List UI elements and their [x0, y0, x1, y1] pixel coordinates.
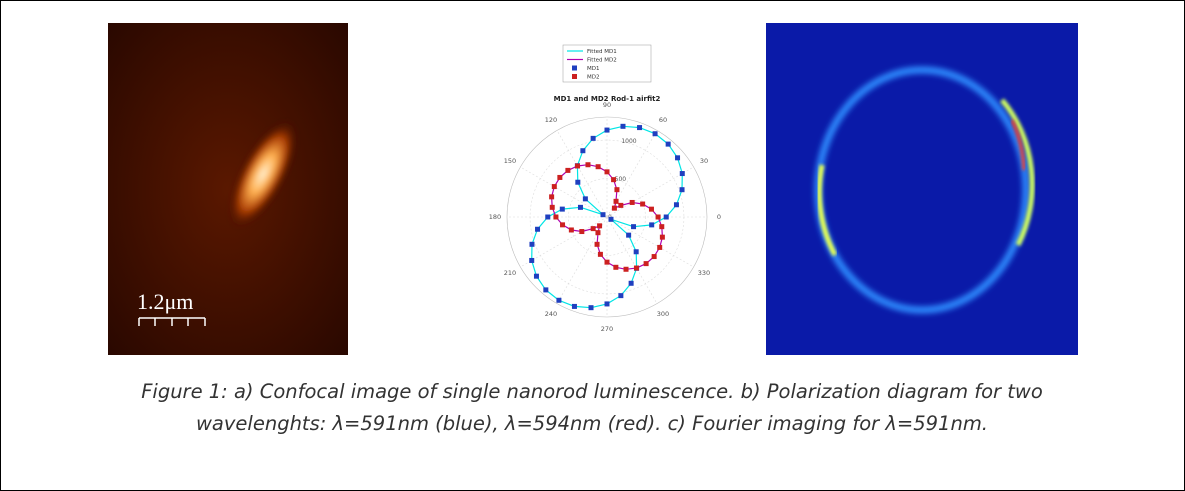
- data-point: [653, 131, 658, 136]
- scale-bar-label: 1.2μm: [137, 289, 193, 314]
- data-point: [649, 207, 654, 212]
- theta-tick-label: 300: [657, 310, 669, 318]
- data-point: [545, 215, 550, 220]
- data-point: [613, 265, 618, 270]
- data-point: [675, 155, 680, 160]
- theta-tick-label: 30: [700, 157, 708, 165]
- data-point: [652, 254, 657, 259]
- data-point: [575, 180, 580, 185]
- legend-label: Fitted MD2: [587, 58, 617, 64]
- theta-tick-label: 270: [601, 325, 613, 333]
- theta-tick-label: 60: [659, 116, 667, 124]
- legend-label: MD1: [587, 66, 599, 72]
- data-point: [529, 258, 534, 263]
- page: 1.2μm MD1 and MD2 Rod-1 airfit2 05001000…: [0, 0, 1185, 491]
- caption-line: Figure 1: a) Confocal image of single na…: [141, 380, 1043, 403]
- data-point: [624, 267, 629, 272]
- data-point: [529, 242, 534, 247]
- figure: 1.2μm MD1 and MD2 Rod-1 airfit2 05001000…: [0, 0, 1185, 491]
- theta-tick-label: 120: [545, 116, 557, 124]
- legend-label: MD2: [587, 75, 599, 81]
- data-point: [605, 260, 610, 265]
- data-point: [666, 142, 671, 147]
- data-point: [630, 200, 635, 205]
- data-point: [550, 205, 555, 210]
- data-point: [569, 227, 574, 232]
- data-point: [656, 215, 661, 220]
- data-point: [556, 298, 561, 303]
- data-point: [660, 235, 665, 240]
- theta-tick-label: 210: [504, 269, 516, 277]
- theta-tick-label: 180: [489, 213, 501, 221]
- data-point: [605, 169, 610, 174]
- data-point: [601, 212, 606, 217]
- panel-a: 1.2μm: [108, 23, 348, 355]
- caption-line: wavelenghts: λ=591nm (blue), λ=594nm (re…: [196, 412, 988, 435]
- data-point: [560, 207, 565, 212]
- polar-chart: MD1 and MD2 Rod-1 airfit2 05001000030609…: [489, 45, 721, 333]
- data-point: [612, 206, 617, 211]
- data-point: [614, 199, 619, 204]
- data-point: [649, 222, 654, 227]
- data-point: [664, 215, 669, 220]
- data-point: [557, 175, 562, 180]
- theta-tick-label: 0: [717, 213, 721, 221]
- data-point: [657, 245, 662, 250]
- data-point: [634, 266, 639, 271]
- data-point: [595, 242, 600, 247]
- data-point: [585, 162, 590, 167]
- data-point: [565, 168, 570, 173]
- data-point: [640, 202, 645, 207]
- r-tick-label: 1000: [621, 138, 636, 145]
- data-point: [591, 226, 596, 231]
- legend-label: Fitted MD1: [587, 49, 617, 55]
- data-point: [553, 215, 558, 220]
- data-point: [583, 196, 588, 201]
- r-tick-label: 500: [615, 176, 627, 183]
- data-point: [579, 229, 584, 234]
- data-point: [634, 249, 639, 254]
- theta-tick-label: 240: [545, 310, 557, 318]
- data-point: [680, 187, 685, 192]
- panel-c: [766, 23, 1078, 355]
- theta-tick-label: 150: [504, 157, 516, 165]
- legend-swatch: [572, 66, 577, 71]
- data-point: [629, 281, 634, 286]
- data-point: [605, 301, 610, 306]
- data-point: [674, 202, 679, 207]
- data-point: [534, 274, 539, 279]
- theta-tick-label: 90: [603, 101, 611, 109]
- data-point: [620, 124, 625, 129]
- data-point: [598, 252, 603, 257]
- data-point: [618, 203, 623, 208]
- data-point: [637, 125, 642, 130]
- data-point: [626, 233, 631, 238]
- data-point: [659, 224, 664, 229]
- data-point: [543, 287, 548, 292]
- data-point: [552, 184, 557, 189]
- data-point: [618, 293, 623, 298]
- data-point: [575, 163, 580, 168]
- data-point: [580, 148, 585, 153]
- legend-swatch: [572, 74, 577, 79]
- data-point: [631, 224, 636, 229]
- data-point: [591, 136, 596, 141]
- theta-tick-label: 330: [698, 269, 710, 277]
- data-point: [605, 128, 610, 133]
- data-point: [611, 177, 616, 182]
- data-point: [560, 222, 565, 227]
- data-point: [572, 304, 577, 309]
- data-point: [614, 187, 619, 192]
- data-point: [578, 205, 583, 210]
- data-point: [589, 305, 594, 310]
- data-point: [597, 223, 602, 228]
- data-point: [608, 217, 613, 222]
- data-point: [644, 261, 649, 266]
- data-point: [549, 194, 554, 199]
- data-point: [535, 227, 540, 232]
- data-point: [595, 230, 600, 235]
- data-point: [596, 164, 601, 169]
- data-point: [680, 171, 685, 176]
